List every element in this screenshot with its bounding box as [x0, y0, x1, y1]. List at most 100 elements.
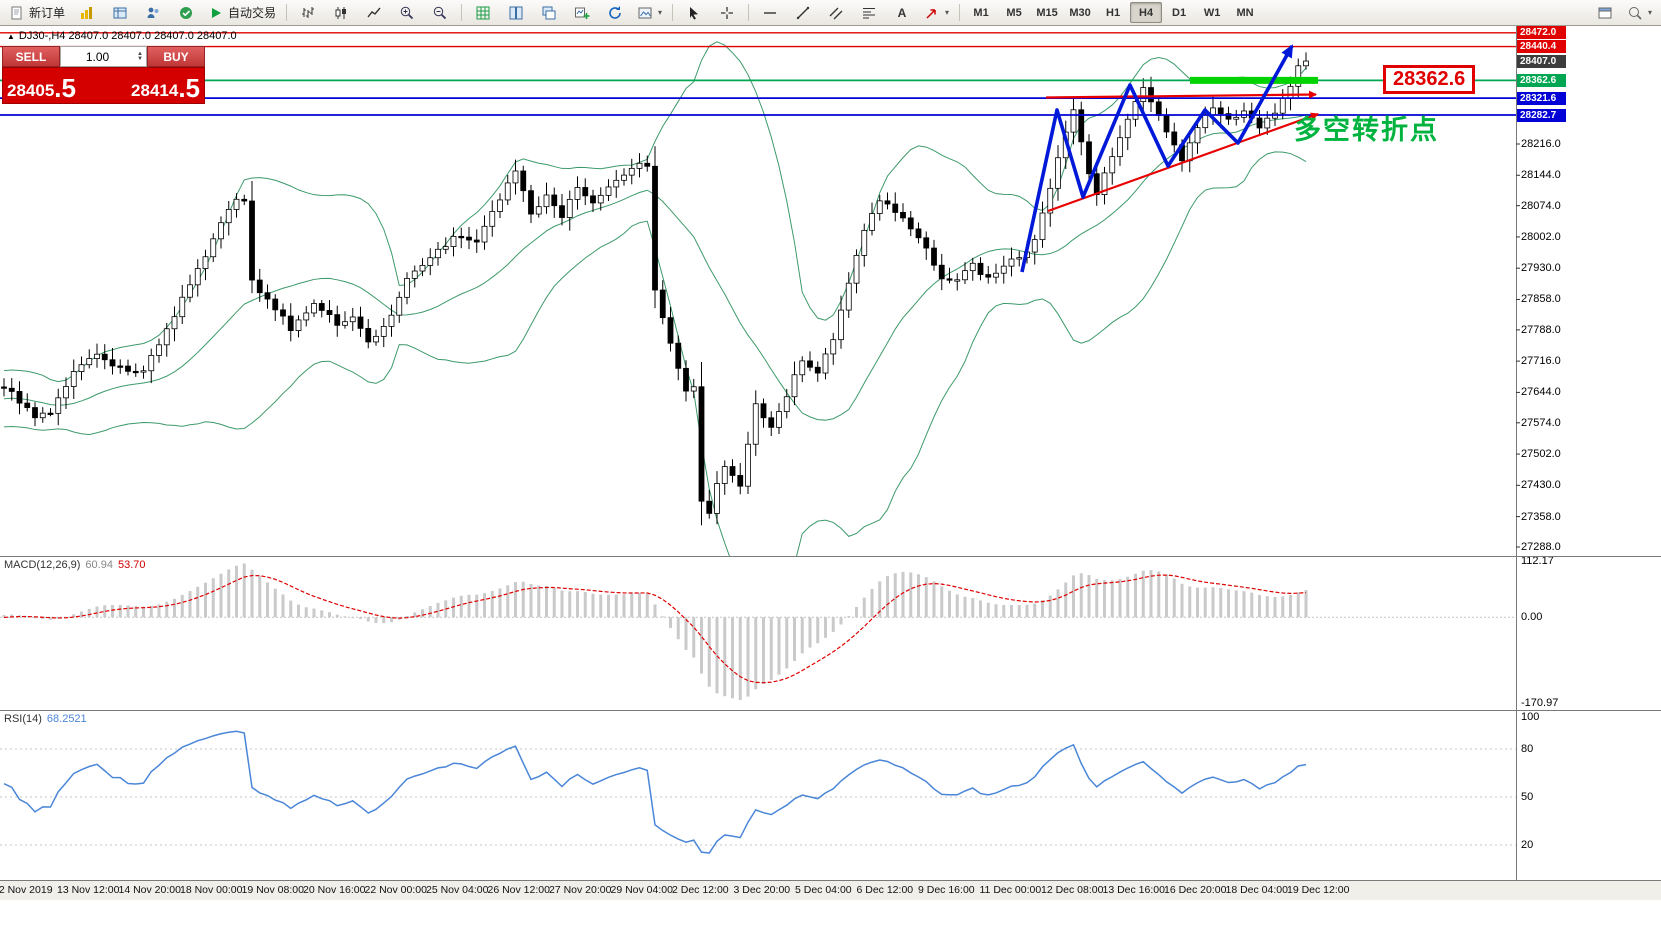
grid-button[interactable]: [467, 1, 499, 24]
timeframe-m30-button[interactable]: M30: [1069, 6, 1091, 19]
cursor-icon: [686, 5, 702, 21]
rsi-line: [3, 730, 1307, 854]
time-label-13: 5 Dec 04:00: [795, 884, 852, 896]
cascade-windows-icon: [541, 5, 557, 21]
chevron-down-icon: ▾: [1647, 8, 1652, 17]
spin-up-icon[interactable]: ▲: [137, 50, 143, 57]
help-button[interactable]: ▾: [1622, 1, 1657, 24]
equidistant-channel-icon: [828, 5, 844, 21]
ask-price-main: 28414: [131, 81, 179, 100]
price-label-28362.6: 28362.6: [1516, 73, 1566, 87]
bid-ask-panel[interactable]: 28405 .5 28414 .5: [2, 67, 205, 104]
timeframe-w1-button[interactable]: W1: [1203, 6, 1221, 19]
timeframe-mn-button[interactable]: MN: [1236, 6, 1254, 19]
zoom-in-button[interactable]: [391, 1, 423, 24]
trendline-icon: [795, 5, 811, 21]
price-label-28440.4: 28440.4: [1516, 40, 1566, 54]
market-watch-button[interactable]: [104, 1, 136, 24]
zigzag-projection[interactable]: [1020, 44, 1294, 273]
timeframe-h1-button[interactable]: H1: [1106, 6, 1121, 19]
time-axis[interactable]: [0, 881, 1661, 900]
time-label-15: 9 Dec 16:00: [918, 884, 975, 896]
ask-price[interactable]: 28414 .5: [131, 75, 200, 101]
time-label-17: 12 Dec 08:00: [1041, 884, 1104, 896]
crosshair-icon: [719, 5, 735, 21]
one-click-trading-panel: SELL 1.00 ▲ ▼ BUY 28405 .5 28414 .5: [2, 46, 205, 104]
market-watch-icon: [112, 5, 128, 21]
zoom-out-button[interactable]: [424, 1, 456, 24]
terminal-button[interactable]: [170, 1, 202, 24]
templates-icon: [637, 5, 653, 21]
fibonacci-button[interactable]: [853, 1, 885, 24]
horizontal-lines[interactable]: [0, 32, 1516, 116]
zoom-out-icon: [432, 5, 448, 21]
time-label-14: 6 Dec 12:00: [856, 884, 914, 896]
chart-profiles-button[interactable]: [71, 1, 103, 24]
navigator-icon: [145, 5, 161, 21]
bar-chart-icon: [300, 5, 316, 21]
new-order-icon: [9, 5, 25, 21]
macd-histogram: [2, 563, 1308, 701]
resistance-arrow-line[interactable]: [1045, 90, 1317, 99]
timeframe-m1-button[interactable]: M1: [973, 6, 989, 19]
volume-spin-buttons[interactable]: ▲ ▼: [134, 50, 146, 62]
volume-value[interactable]: 1.00: [85, 49, 110, 64]
timeframe-m15-button[interactable]: M15: [1036, 6, 1058, 19]
ascending-trendline[interactable]: [1047, 112, 1319, 213]
line-chart-button[interactable]: [358, 1, 390, 24]
trendline-button[interactable]: [787, 1, 819, 24]
line-chart-icon: [366, 5, 382, 21]
time-label-12: 3 Dec 20:00: [733, 884, 791, 896]
time-label-16: 11 Dec 00:00: [979, 884, 1042, 896]
auto-trading-icon: [208, 5, 224, 21]
time-label-11: 2 Dec 12:00: [672, 884, 729, 896]
time-label-19: 16 Dec 20:00: [1164, 884, 1227, 896]
rsi-tick-100: 100: [1521, 711, 1540, 723]
cascade-windows-button[interactable]: [533, 1, 565, 24]
tile-windows-button[interactable]: [500, 1, 532, 24]
bid-price-main: 28405: [7, 81, 55, 100]
horizontal-line-button[interactable]: [754, 1, 786, 24]
volume-stepper[interactable]: 1.00 ▲ ▼: [60, 46, 147, 67]
bar-chart-button[interactable]: [292, 1, 324, 24]
spin-down-icon[interactable]: ▼: [137, 55, 143, 62]
templates-button[interactable]: ▾: [632, 1, 667, 24]
price-tick-28216.0: 28216.0: [1521, 138, 1561, 150]
macd-tick-0.00: 0.00: [1521, 611, 1543, 624]
time-label-21: 19 Dec 12:00: [1287, 884, 1350, 896]
auto-trading-button[interactable]: 自动交易: [203, 1, 281, 24]
timeframe-m5-button[interactable]: M5: [1006, 6, 1022, 19]
timeframe-d1-button[interactable]: D1: [1172, 6, 1187, 19]
candlestick-chart-button[interactable]: [325, 1, 357, 24]
price-label-28282.7: 28282.7: [1516, 108, 1566, 122]
timeframe-h4-button[interactable]: H4: [1130, 2, 1163, 23]
buy-button[interactable]: BUY: [147, 46, 205, 67]
text-tool-button[interactable]: A: [886, 1, 918, 24]
turning-point-annotation: 多空转折点: [1294, 115, 1439, 145]
arrows-tool-button[interactable]: ▾: [919, 1, 954, 24]
equidistant-channel-button[interactable]: [820, 1, 852, 24]
symbol-info: ▲ DJ30-,H4 28407.0 28407.0 28407.0 28407…: [7, 30, 237, 42]
price-tick-27716.0: 27716.0: [1521, 355, 1561, 368]
sell-button[interactable]: SELL: [2, 46, 60, 67]
new-order-label: 新订单: [29, 6, 66, 20]
ask-price-frac: .5: [178, 73, 200, 103]
new-order-button[interactable]: 新订单: [4, 1, 70, 24]
window-button[interactable]: [1589, 1, 1621, 24]
new-chart-button[interactable]: [566, 1, 598, 24]
auto-scroll-button[interactable]: [599, 1, 631, 24]
macd-signal-value: 53.70: [117, 559, 146, 571]
bid-price[interactable]: 28405 .5: [7, 75, 76, 101]
symbol-arrow-icon: ▲: [7, 31, 15, 41]
price-tick-27574.0: 27574.0: [1521, 416, 1561, 429]
time-label-18: 13 Dec 16:00: [1102, 884, 1165, 896]
cursor-button[interactable]: [678, 1, 710, 24]
navigator-button[interactable]: [137, 1, 169, 24]
support-price-callout: 28362.6: [1383, 65, 1476, 94]
price-tick-27502.0: 27502.0: [1521, 448, 1561, 461]
time-label-1: 13 Nov 12:00: [57, 884, 120, 896]
auto-trading-label: 自动交易: [228, 6, 277, 20]
crosshair-button[interactable]: [711, 1, 743, 24]
horizontal-line-icon: [762, 5, 778, 21]
